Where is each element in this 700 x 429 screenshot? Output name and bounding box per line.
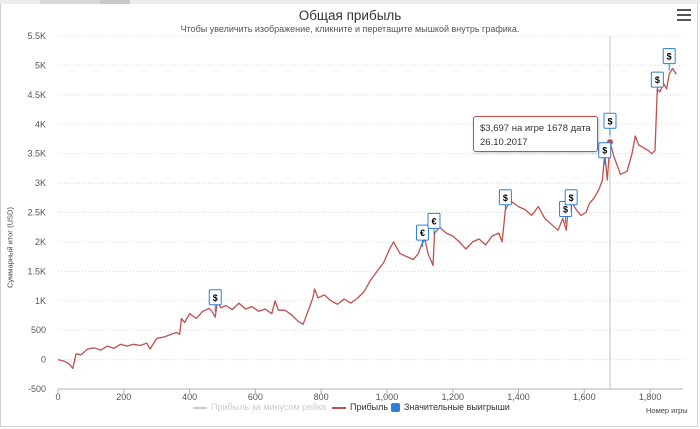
profit-series-line bbox=[57, 67, 677, 370]
legend-item-big-wins[interactable]: Значительные выигрыши bbox=[391, 402, 510, 413]
legend-swatch bbox=[391, 403, 400, 413]
marker-label: $ bbox=[655, 75, 660, 85]
marker-flag bbox=[650, 71, 664, 88]
hamburger-menu-icon[interactable] bbox=[677, 9, 691, 23]
x-tick-label: 800 bbox=[314, 392, 329, 402]
legend-label: Прибыль за минусом рейка bbox=[211, 402, 327, 412]
x-axis-title: Номер игры bbox=[646, 406, 688, 415]
marker-label: $ bbox=[667, 52, 672, 62]
marker-label: € bbox=[420, 228, 425, 238]
legend-label: Значительные выигрыши bbox=[404, 402, 510, 412]
point-tooltip: $3,697 на игре 1678 дата 26.10.2017 bbox=[473, 116, 598, 152]
y-tick-label: 500 bbox=[31, 325, 46, 335]
legend-item-rake[interactable]: Прибыль за минусом рейка bbox=[193, 402, 326, 412]
x-tick-label: 0 bbox=[55, 392, 60, 402]
menu-bar bbox=[677, 14, 691, 16]
tooltip-line-2: 26.10.2017 bbox=[480, 137, 528, 148]
marker-label: $ bbox=[569, 193, 574, 203]
x-tick-label: 200 bbox=[116, 392, 131, 402]
x-tick-label: 1,800 bbox=[639, 392, 662, 402]
legend-swatch bbox=[332, 406, 346, 409]
marker-label: $ bbox=[503, 193, 508, 203]
marker-label: $ bbox=[213, 293, 218, 303]
marker-flag bbox=[415, 224, 429, 241]
marker-label: $ bbox=[563, 205, 568, 215]
x-tick-label: 1,600 bbox=[573, 392, 596, 402]
tooltip-line-1: $3,697 на игре 1678 дата bbox=[480, 123, 591, 134]
marker-flag bbox=[208, 289, 222, 306]
marker-flag bbox=[564, 189, 578, 206]
y-tick-label: -500 bbox=[28, 384, 46, 394]
x-tick-label: 1,400 bbox=[507, 392, 530, 402]
top-strip bbox=[0, 0, 700, 4]
marker-label: $ bbox=[602, 146, 607, 156]
top-strip-tab bbox=[40, 0, 100, 4]
y-tick-label: 2.5K bbox=[27, 208, 46, 218]
chart-subtitle: Чтобы увеличить изображение, кликните и … bbox=[180, 24, 520, 34]
legend-label: Прибыль bbox=[350, 402, 389, 412]
legend: Прибыль за минусом рейка Прибыль Значите… bbox=[0, 402, 700, 416]
y-tick-label: 2K bbox=[35, 237, 46, 247]
top-strip-tab bbox=[100, 0, 130, 4]
x-tick-label: 1,000 bbox=[376, 392, 399, 402]
marker-flag bbox=[603, 112, 617, 129]
marker-flag bbox=[498, 189, 512, 206]
marker-label: € bbox=[431, 216, 436, 226]
menu-bar bbox=[677, 19, 691, 21]
x-tick-label: 1,200 bbox=[441, 392, 464, 402]
marker-flag bbox=[662, 48, 676, 65]
marker-label: $ bbox=[607, 116, 612, 126]
y-tick-label: 1K bbox=[35, 296, 46, 306]
y-tick-label: 3K bbox=[35, 178, 46, 188]
y-tick-label: 5.5K bbox=[27, 31, 46, 41]
x-tick-label: 600 bbox=[248, 392, 263, 402]
chart-title: Общая прибыль bbox=[298, 8, 402, 23]
menu-bar bbox=[677, 9, 691, 11]
marker-flag bbox=[598, 142, 612, 159]
x-tick-label: 400 bbox=[182, 392, 197, 402]
y-tick-label: 5K bbox=[35, 60, 46, 70]
legend-item-profit[interactable]: Прибыль bbox=[332, 402, 388, 412]
legend-swatch bbox=[193, 406, 207, 409]
y-tick-label: 4K bbox=[35, 119, 46, 129]
marker-flag bbox=[427, 212, 441, 229]
y-tick-label: 4.5K bbox=[27, 90, 46, 100]
y-tick-label: 3.5K bbox=[27, 149, 46, 159]
y-tick-label: 0 bbox=[41, 355, 46, 365]
y-tick-label: 1.5K bbox=[27, 266, 46, 276]
